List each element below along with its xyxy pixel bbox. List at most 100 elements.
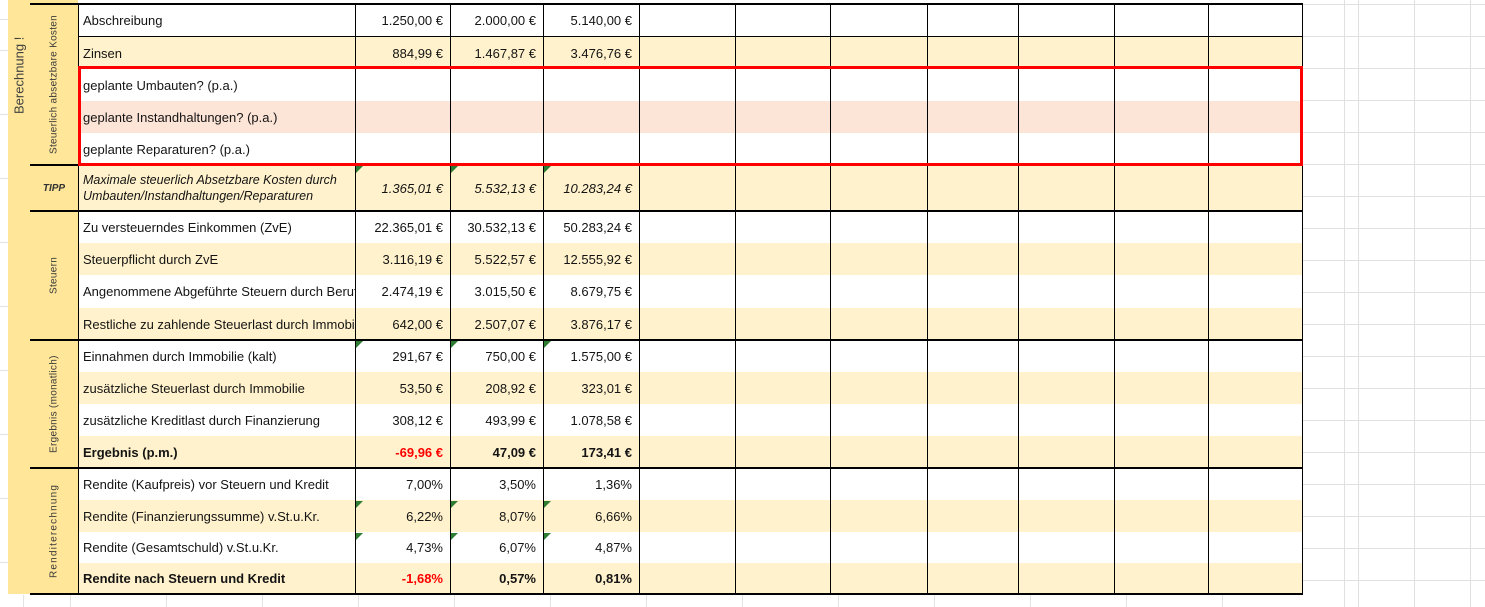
row-label-cell[interactable]: Zu versteuerndes Einkommen (ZvE) <box>83 219 292 235</box>
table-row: Restliche zu zahlende Steuerlast durch I… <box>78 308 1303 340</box>
row-label-cell[interactable]: Einnahmen durch Immobilie (kalt) <box>83 348 277 364</box>
value-cell[interactable]: 2.474,19 € <box>381 284 443 299</box>
gridline <box>830 4 831 594</box>
value-cell[interactable]: 1.078,58 € <box>570 412 632 428</box>
table-row: Zu versteuerndes Einkommen (ZvE) 22.365,… <box>78 211 1303 243</box>
row-label-cell[interactable]: Rendite (Gesamtschuld) v.St.u.Kr. <box>83 540 279 555</box>
gridline <box>735 4 736 594</box>
value-cell[interactable]: 5.532,13 € <box>450 165 543 211</box>
value-cell[interactable]: 3.116,19 € <box>382 251 443 267</box>
value-cell[interactable]: 5.522,57 € <box>474 251 536 267</box>
group-label-berechnung[interactable]: Berechnung ! <box>11 36 27 114</box>
highlight-red-border <box>78 66 1303 166</box>
formula-marker-icon <box>451 501 458 508</box>
group-label-ergebnis-monatlich[interactable]: Ergebnis (monatlich) <box>48 355 60 453</box>
table-row: geplante Reparaturen? (p.a.) <box>78 133 1303 165</box>
gridline <box>1114 4 1115 594</box>
row-label-cell[interactable]: Steuerpflicht durch ZvE <box>83 251 219 267</box>
group-label-steuerlich-absetzbare-kosten[interactable]: Steuerlich absetzbare Kosten <box>48 14 60 155</box>
section-border <box>30 593 1303 595</box>
value-cell[interactable]: 4,87% <box>543 532 639 563</box>
row-label-cell[interactable]: geplante Reparaturen? (p.a.) <box>83 141 250 157</box>
gridline <box>78 36 1303 37</box>
value-cell[interactable]: 3.015,50 € <box>474 284 536 299</box>
value-cell[interactable]: 10.283,24 € <box>543 165 639 211</box>
formula-marker-icon <box>356 501 363 508</box>
value-cell[interactable]: 50.283,24 € <box>563 219 632 235</box>
sheet-bottom-margin <box>8 595 1303 607</box>
section-border <box>30 339 1303 341</box>
group-label-gutter: Berechnung ! Steuerlich absetzbare Koste… <box>8 0 78 594</box>
value-cell[interactable]: 1.365,01 € <box>355 165 450 211</box>
value-cell[interactable]: 1.467,87 € <box>474 45 536 61</box>
table-body: Abschreibung 1.250,00 € 2.000,00 € 5.140… <box>78 0 1303 594</box>
row-label-cell[interactable]: Rendite (Kaufpreis) vor Steuern und Kred… <box>83 476 329 492</box>
value-cell[interactable]: -69,96 € <box>395 444 443 460</box>
table-row: Rendite (Kaufpreis) vor Steuern und Kred… <box>78 468 1303 500</box>
value-cell[interactable]: 4,73% <box>355 532 450 563</box>
formula-marker-icon <box>544 341 551 348</box>
value-cell[interactable]: 208,92 € <box>485 380 536 396</box>
value-cell[interactable]: 7,00% <box>406 476 443 492</box>
value-cell[interactable]: 750,00 € <box>450 340 543 372</box>
value-cell[interactable]: 308,12 € <box>392 412 443 428</box>
value-cell[interactable]: 0,81% <box>595 571 632 586</box>
value-cell[interactable]: 30.532,13 € <box>467 219 536 235</box>
row-label-cell[interactable]: Maximale steuerlich Absetzbare Kosten du… <box>83 172 337 203</box>
value-cell[interactable]: 0,57% <box>499 571 536 586</box>
gridline <box>78 4 79 594</box>
group-label-renditerechnung[interactable]: Renditerechnung <box>48 483 60 579</box>
value-cell[interactable]: 2.507,07 € <box>474 316 536 332</box>
table-row: Abschreibung 1.250,00 € 2.000,00 € 5.140… <box>78 4 1303 37</box>
table-row: Steuerpflicht durch ZvE 3.116,19 € 5.522… <box>78 243 1303 275</box>
value-cell[interactable]: 1.250,00 € <box>381 13 443 28</box>
value-cell[interactable]: 1,36% <box>595 476 632 492</box>
value-cell[interactable]: 22.365,01 € <box>374 219 443 235</box>
value-cell[interactable]: 1.575,00 € <box>543 340 639 372</box>
section-border <box>30 467 1303 469</box>
value-cell[interactable]: 6,66% <box>543 500 639 532</box>
value-cell[interactable]: 493,99 € <box>485 412 536 428</box>
row-label-cell[interactable]: Abschreibung <box>83 13 163 28</box>
value-cell[interactable]: 642,00 € <box>392 316 443 332</box>
value-cell[interactable]: 3,50% <box>499 476 536 492</box>
sheet-left-margin <box>0 0 8 607</box>
row-label-cell[interactable]: zusätzliche Kreditlast durch Finanzierun… <box>83 412 321 428</box>
row-label-cell[interactable]: zusätzliche Steuerlast durch Immobilie <box>83 380 305 396</box>
row-label-cell[interactable]: geplante Umbauten? (p.a.) <box>83 77 238 93</box>
gridline <box>1018 4 1019 594</box>
value-cell[interactable]: 53,50 € <box>399 380 443 396</box>
value-cell[interactable]: 3.476,76 € <box>570 45 632 61</box>
gridline <box>355 4 356 594</box>
row-label-cell[interactable]: geplante Instandhaltungen? (p.a.) <box>83 109 278 125</box>
value-cell[interactable]: 6,07% <box>450 532 543 563</box>
value-cell[interactable]: 291,67 € <box>355 340 450 372</box>
value-cell[interactable]: 8,07% <box>450 500 543 532</box>
row-label-cell[interactable]: Angenommene Abgeführte Steuern durch Ber… <box>83 284 355 299</box>
row-label-cell[interactable]: Zinsen <box>83 45 123 61</box>
row-label-cell[interactable]: Restliche zu zahlende Steuerlast durch I… <box>83 316 355 332</box>
group-label-steuern[interactable]: Steuern <box>48 256 60 295</box>
row-label-cell[interactable]: Rendite nach Steuern und Kredit <box>83 571 286 586</box>
row-label-cell[interactable]: Ergebnis (p.m.) <box>83 444 178 460</box>
table-row: Ergebnis (p.m.) -69,96 € 47,09 € 173,41 … <box>78 436 1303 468</box>
value-cell[interactable]: 323,01 € <box>581 380 632 396</box>
value-cell[interactable]: 3.876,17 € <box>570 316 632 332</box>
value-cell[interactable]: 173,41 € <box>581 444 632 460</box>
sheet-right-margin <box>1303 0 1485 607</box>
value-cell[interactable]: 12.555,92 € <box>563 251 632 267</box>
group-label-tipp[interactable]: TIPP <box>42 182 66 194</box>
value-cell[interactable]: 2.000,00 € <box>474 13 536 28</box>
value-cell[interactable]: 6,22% <box>355 500 450 532</box>
formula-marker-icon <box>451 341 458 348</box>
row-label-cell[interactable]: Rendite (Finanzierungssumme) v.St.u.Kr. <box>83 508 320 524</box>
formula-marker-icon <box>451 166 458 173</box>
value-cell[interactable]: 8.679,75 € <box>570 284 632 299</box>
value-cell[interactable]: 5.140,00 € <box>570 13 632 28</box>
table-row: Rendite (Gesamtschuld) v.St.u.Kr. 4,73% … <box>78 532 1303 563</box>
gridline <box>543 4 544 594</box>
value-cell[interactable]: 884,99 € <box>392 45 443 61</box>
value-cell[interactable]: 47,09 € <box>492 444 536 460</box>
value-cell[interactable]: -1,68% <box>401 571 443 586</box>
